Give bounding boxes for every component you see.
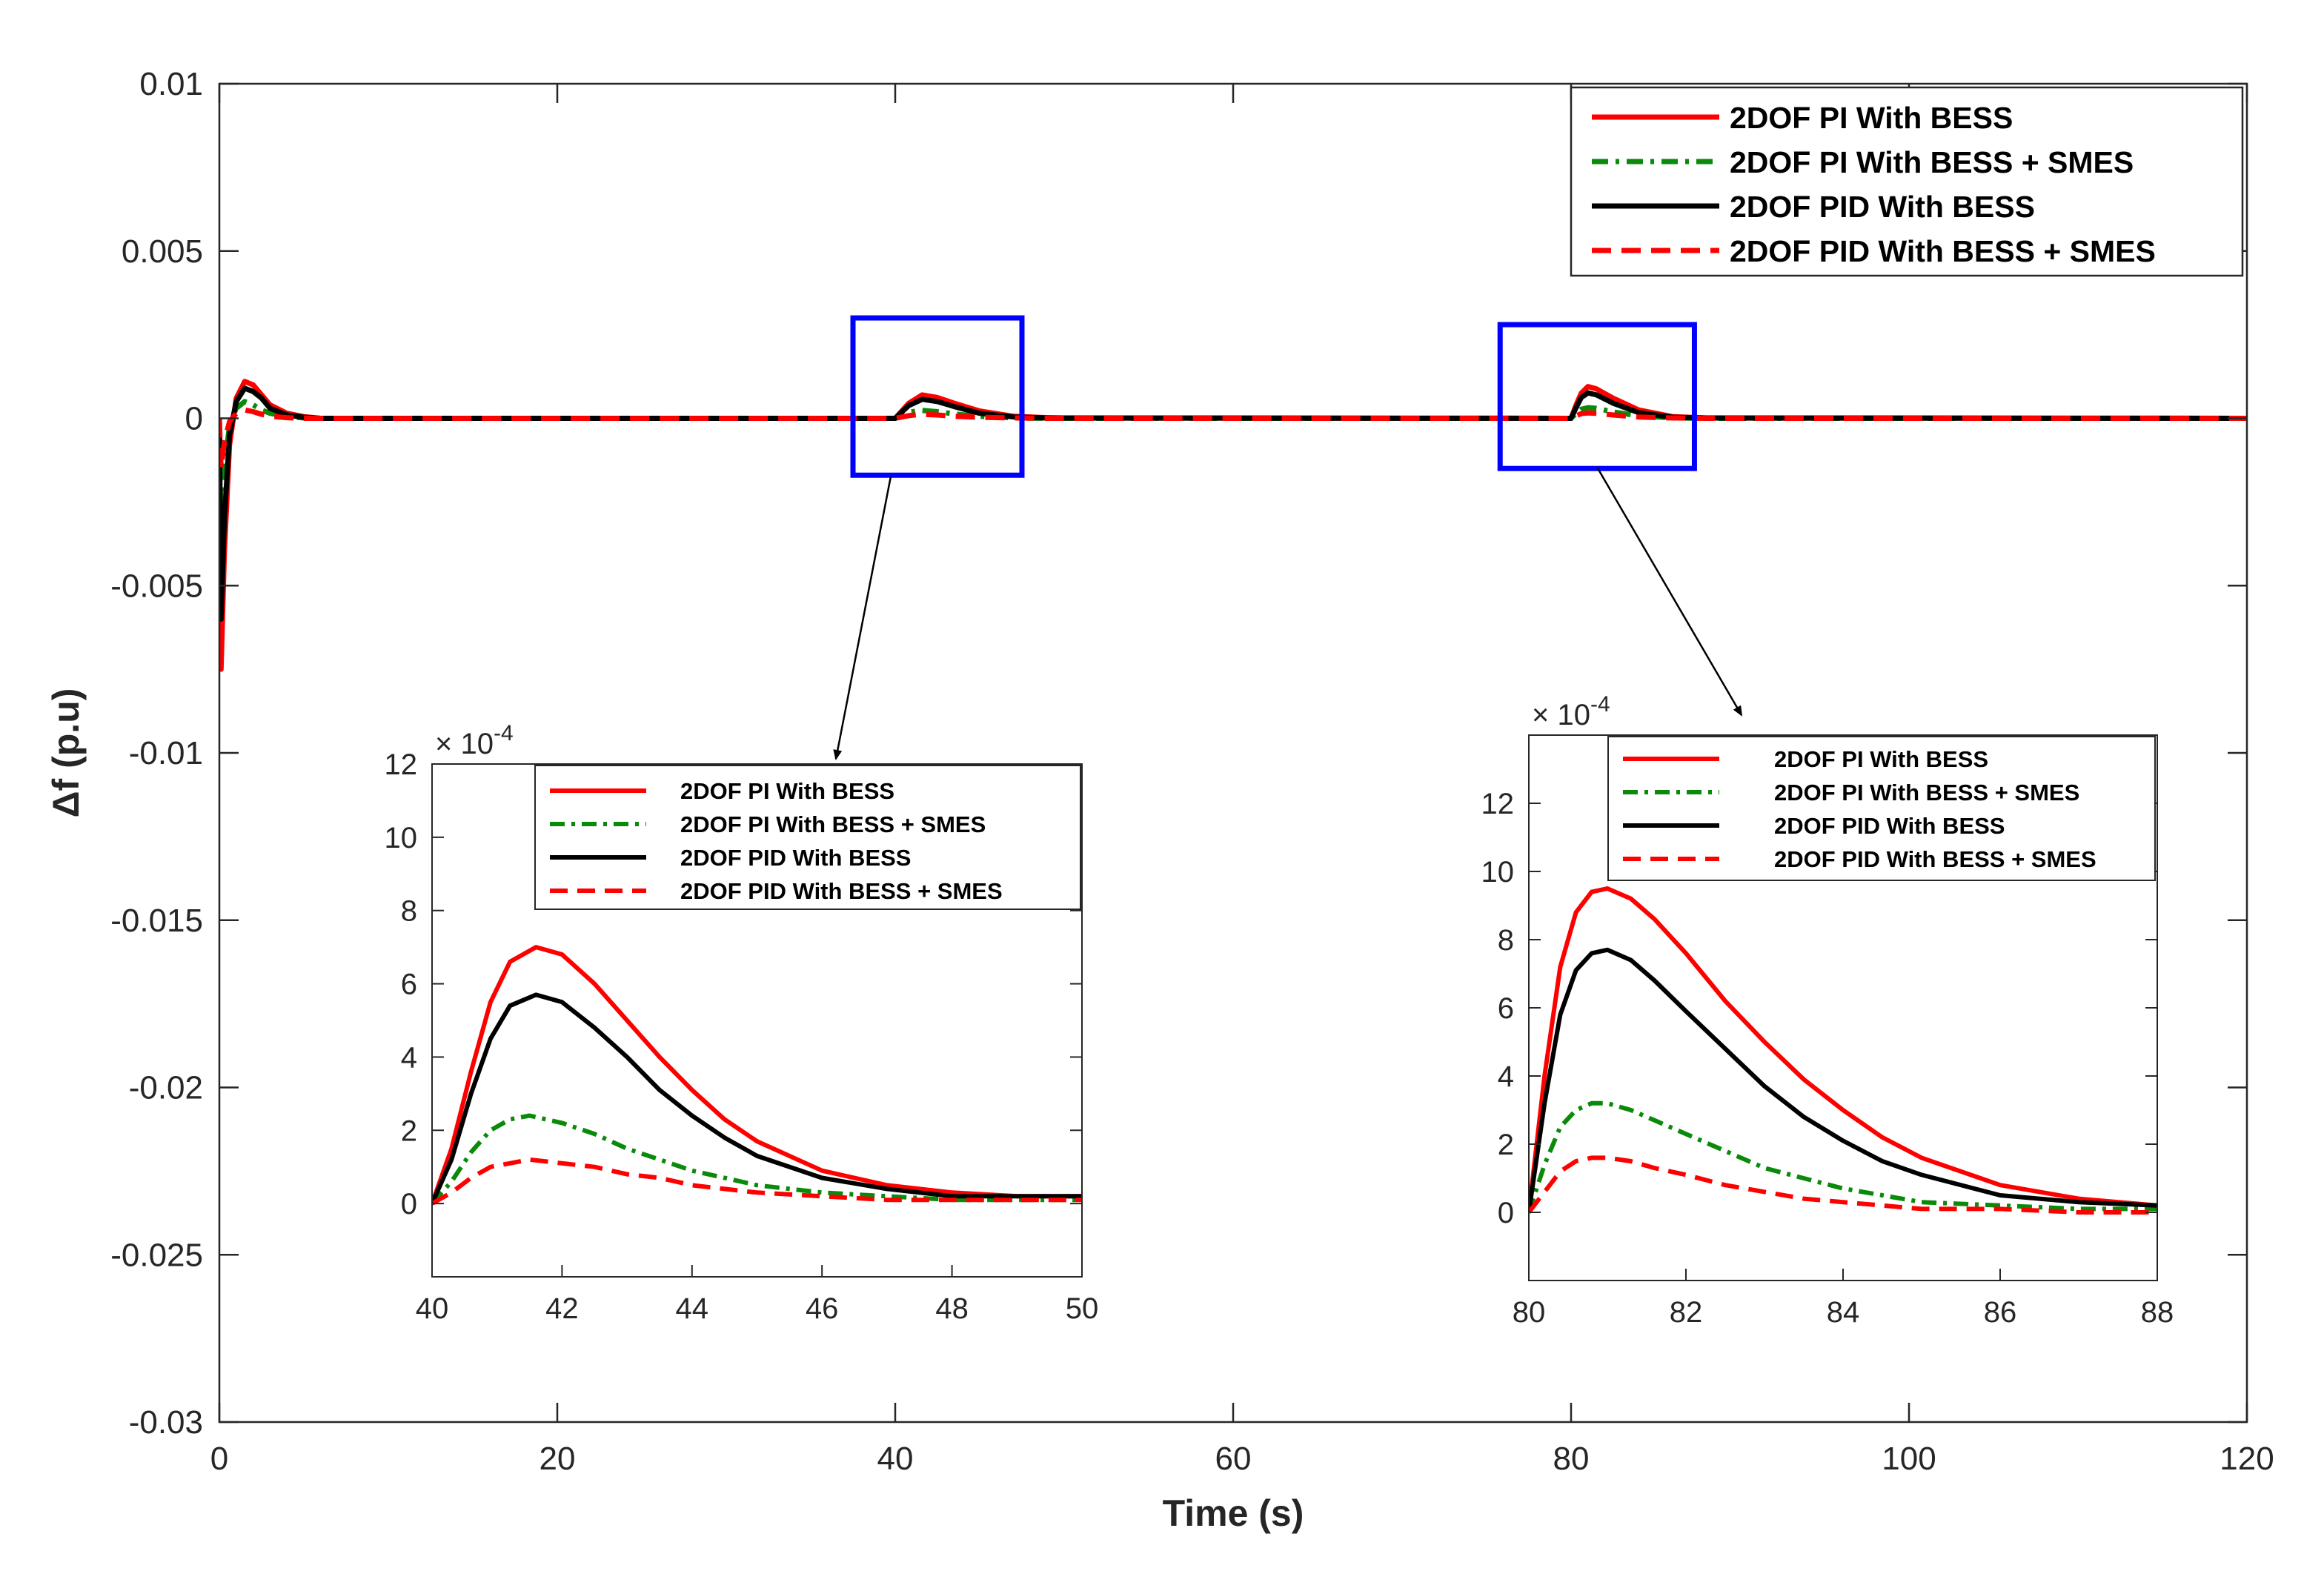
main-series-3-line bbox=[219, 385, 2247, 622]
main-series-4-line bbox=[219, 407, 2247, 471]
main-series-1-line bbox=[219, 379, 2247, 672]
main-legend: 2DOF PI With BESS 2DOF PI With BESS + SME… bbox=[1570, 86, 2244, 277]
inset2-series-4-line bbox=[1529, 1155, 2157, 1215]
inset1-series-3-line bbox=[432, 992, 1082, 1205]
inset1-legend-label-2: 2DOF PI With BESS + SMES bbox=[680, 811, 986, 837]
main-legend-label-4: 2DOF PID With BESS + SMES bbox=[1730, 234, 2156, 268]
inset2-exponent-base: × 10 bbox=[1532, 699, 1590, 731]
inset1-exponent-label: × 10-4 bbox=[435, 721, 514, 760]
inset2-ytick-label: 0 bbox=[1498, 1197, 1514, 1229]
inset2-exponent-power: -4 bbox=[1590, 692, 1610, 717]
inset1-legend-label-3: 2DOF PID With BESS bbox=[680, 845, 911, 871]
inset2-series-group bbox=[1529, 886, 2157, 1215]
main-xtick-label: 40 bbox=[877, 1441, 914, 1477]
inset2-legend: 2DOF PI With BESS 2DOF PI With BESS + SME… bbox=[1607, 736, 2156, 881]
inset1-ytick-label: 0 bbox=[401, 1188, 417, 1220]
inset2-panel: 80 82 84 86 88 0 2 4 6 8 10 12 × 10-4 2DOF PI With BE… bbox=[1481, 692, 2174, 1329]
zoom-indicators bbox=[850, 315, 1697, 478]
inset2-legend-label-2: 2DOF PI With BESS + SMES bbox=[1774, 780, 2079, 806]
inset2-xtick-label: 86 bbox=[1984, 1296, 2017, 1329]
inset1-ytick-label: 10 bbox=[385, 822, 418, 854]
main-ytick-label: -0.01 bbox=[129, 735, 203, 771]
main-xtick-label: 100 bbox=[1882, 1441, 1936, 1477]
main-legend-label-2: 2DOF PI With BESS + SMES bbox=[1730, 145, 2134, 179]
inset1-series-4-line bbox=[432, 1157, 1082, 1206]
inset2-ytick-label: 6 bbox=[1498, 992, 1514, 1025]
inset1-xtick-label: 46 bbox=[806, 1292, 839, 1325]
main-legend-label-3: 2DOF PID With BESS bbox=[1730, 190, 2035, 224]
main-ytick-label: 0.01 bbox=[139, 66, 203, 102]
inset2-ytick-label: 8 bbox=[1498, 924, 1514, 957]
main-xtick-label: 0 bbox=[210, 1441, 228, 1477]
inset1-xtick-label: 48 bbox=[935, 1292, 969, 1325]
inset2-series-2-line bbox=[1529, 1100, 2157, 1213]
inset1-xtick-label: 42 bbox=[545, 1292, 579, 1325]
inset1-axes-box bbox=[431, 763, 1083, 1278]
inset2-ytick-label: 12 bbox=[1481, 788, 1515, 820]
inset2-legend-label-1: 2DOF PI With BESS bbox=[1774, 746, 1988, 772]
inset1-ytick-label: 8 bbox=[401, 895, 417, 928]
inset2-legend-label-3: 2DOF PID With BESS bbox=[1774, 813, 2005, 839]
inset1-ytick-label: 2 bbox=[401, 1115, 417, 1147]
inset2-series-3-line bbox=[1529, 947, 2157, 1213]
inset1-ytick-label: 6 bbox=[401, 969, 417, 1001]
inset1-xtick-label: 44 bbox=[676, 1292, 709, 1325]
inset2-series-1-line bbox=[1529, 886, 2157, 1213]
inset2-xtick-label: 84 bbox=[1827, 1296, 1860, 1329]
inset2-ytick-label: 4 bbox=[1498, 1060, 1514, 1093]
inset1-series-1-line bbox=[432, 945, 1082, 1205]
main-legend-label-1: 2DOF PI With BESS bbox=[1730, 101, 2013, 135]
inset1-legend-label-1: 2DOF PI With BESS bbox=[680, 778, 894, 804]
inset1-series-2-line bbox=[432, 1113, 1082, 1206]
main-ytick-label: -0.03 bbox=[129, 1404, 203, 1441]
zoom-box-1 bbox=[850, 315, 1025, 478]
inset2-xtick-label: 82 bbox=[1670, 1296, 1703, 1329]
main-ytick-label: -0.005 bbox=[110, 568, 203, 604]
x-axis-label: Time (s) bbox=[1163, 1492, 1304, 1534]
main-ytick-label: -0.02 bbox=[129, 1070, 203, 1106]
inset1-ytick-label: 4 bbox=[401, 1041, 417, 1074]
main-ytick-label: 0 bbox=[185, 401, 203, 437]
main-ytick-label: -0.025 bbox=[110, 1237, 203, 1273]
main-ytick-label: -0.015 bbox=[110, 903, 203, 939]
zoom-arrow-1 bbox=[833, 476, 892, 760]
inset1-ytick-label: 12 bbox=[385, 748, 418, 781]
inset2-ytick-label: 10 bbox=[1481, 856, 1515, 889]
inset2-xtick-label: 80 bbox=[1513, 1296, 1546, 1329]
inset1-exponent-base: × 10 bbox=[435, 728, 494, 760]
main-xtick-label: 80 bbox=[1553, 1441, 1590, 1477]
main-xtick-label: 60 bbox=[1215, 1441, 1252, 1477]
main-xtick-label: 20 bbox=[540, 1441, 576, 1477]
zoom-arrow-2 bbox=[1596, 468, 1743, 717]
inset1-xtick-label: 50 bbox=[1066, 1292, 1099, 1325]
y-axis-label: Δf (p.u) bbox=[45, 688, 87, 818]
inset2-xtick-label: 88 bbox=[2141, 1296, 2174, 1329]
main-series-2-line bbox=[219, 399, 2247, 522]
zoom-box-2 bbox=[1497, 322, 1697, 471]
inset2-exponent-label: × 10-4 bbox=[1532, 692, 1610, 731]
inset1-legend: 2DOF PI With BESS 2DOF PI With BESS + SME… bbox=[534, 765, 1081, 910]
inset2-ytick-label: 2 bbox=[1498, 1129, 1514, 1161]
inset1-xtick-label: 40 bbox=[416, 1292, 449, 1325]
inset1-series-group bbox=[432, 945, 1082, 1206]
inset1-legend-label-4: 2DOF PID With BESS + SMES bbox=[680, 878, 1003, 904]
main-ytick-label: 0.005 bbox=[122, 233, 203, 270]
main-xtick-label: 120 bbox=[2220, 1441, 2274, 1477]
inset2-legend-label-4: 2DOF PID With BESS + SMES bbox=[1774, 846, 2096, 872]
main-series-group bbox=[219, 379, 2247, 672]
inset1-exponent-power: -4 bbox=[494, 721, 514, 745]
